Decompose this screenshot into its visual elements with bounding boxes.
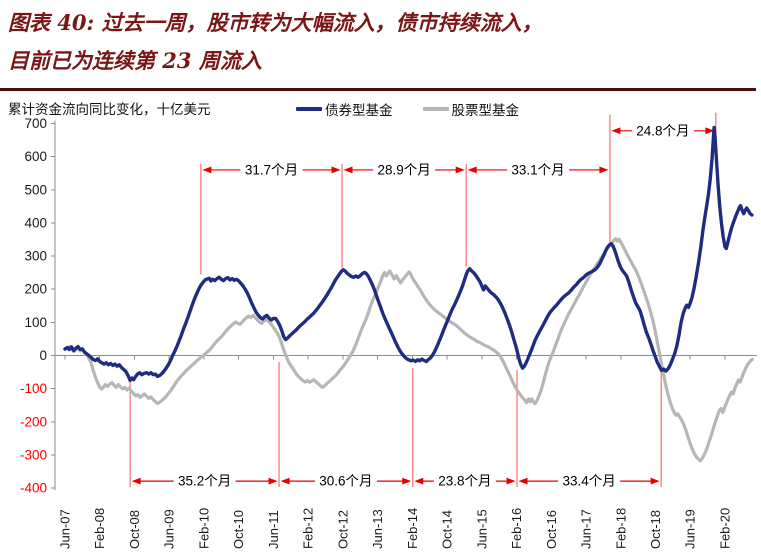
annotation-label: 24.8个月 xyxy=(636,123,689,138)
equity-line-swatch xyxy=(422,107,449,111)
title-separator-rule xyxy=(0,88,756,91)
y-tick-label: 100 xyxy=(24,315,47,330)
annotation-label-bg xyxy=(173,473,236,490)
legend-item-bond: 债券型基金 xyxy=(296,99,393,119)
arrow-head-left xyxy=(343,166,353,174)
annotation-label-bg xyxy=(373,161,436,178)
annotation-label: 33.4个月 xyxy=(562,474,615,489)
annotation-label: 35.2个月 xyxy=(178,474,231,489)
annotation-label-bg xyxy=(507,161,570,178)
x-tick-label: Jun-11 xyxy=(266,510,281,549)
y-tick-label: 600 xyxy=(24,149,47,164)
x-tick-label: Feb-16 xyxy=(509,508,524,549)
annotation-label-bg xyxy=(631,122,694,139)
figure-title: 图表 40: 过去一周，股市转为大幅流入，债市持续流入， 目前已为连续第 23 … xyxy=(8,4,758,80)
arrow-head-right xyxy=(506,477,516,485)
x-tick-label: Jun-07 xyxy=(58,509,73,549)
chart-legend: 债券型基金 股票型基金 xyxy=(296,99,519,119)
arrow-head-right xyxy=(268,477,278,485)
annotation-label: 31.7个月 xyxy=(245,162,298,177)
arrow-head-left xyxy=(202,166,212,174)
y-tick-label: 200 xyxy=(24,282,47,297)
arrow-head-right xyxy=(402,477,412,485)
arrow-head-left xyxy=(131,477,141,485)
arrow-head-left xyxy=(414,477,424,485)
y-tick-label: -100 xyxy=(20,381,47,396)
x-tick-label: Oct-14 xyxy=(440,510,455,549)
x-tick-label: Oct-12 xyxy=(335,510,350,549)
y-axis-unit-note: 累计资金流向同比变化，十亿美元 xyxy=(8,102,211,118)
x-tick-label: Feb-12 xyxy=(301,508,316,549)
arrow-head-left xyxy=(518,477,528,485)
x-tick-label: Jun-17 xyxy=(579,509,594,549)
legend-item-equity: 股票型基金 xyxy=(422,99,520,119)
arrow-head-right xyxy=(705,127,715,135)
x-tick-label: Jun-15 xyxy=(474,509,489,549)
annotation-label: 33.1个月 xyxy=(511,162,564,177)
y-tick-label: -300 xyxy=(20,447,47,462)
bond-fund-series-line xyxy=(63,125,754,383)
arrow-head-right xyxy=(331,166,341,174)
x-tick-label: Oct-18 xyxy=(648,510,663,549)
y-tick-label: 400 xyxy=(24,215,47,230)
x-tick-label: Oct-10 xyxy=(231,510,246,549)
arrow-head-left xyxy=(467,166,477,174)
annotation-label-bg xyxy=(240,161,303,178)
bond-line-swatch xyxy=(296,107,322,111)
arrow-head-left xyxy=(611,127,621,135)
arrow-head-right xyxy=(455,166,465,174)
annotation-label: 28.9个月 xyxy=(377,162,430,177)
x-tick-label: Feb-18 xyxy=(613,508,628,549)
x-tick-label: Oct-08 xyxy=(127,510,142,549)
x-tick-label: Jun-13 xyxy=(370,509,385,549)
y-tick-label: 500 xyxy=(24,182,47,197)
x-tick-label: Feb-14 xyxy=(405,508,420,549)
y-tick-label: 700 xyxy=(24,116,47,131)
y-tick-label: 300 xyxy=(24,249,47,264)
y-tick-label: -200 xyxy=(20,414,47,429)
x-tick-label: Oct-16 xyxy=(544,510,559,549)
annotation-label: 23.8个月 xyxy=(438,474,491,489)
figure-title-line1: 图表 40: 过去一周，股市转为大幅流入，债市持续流入， xyxy=(8,10,543,35)
x-tick-label: Jun-09 xyxy=(162,509,177,549)
arrow-head-right xyxy=(650,477,660,485)
arrow-head-left xyxy=(280,477,290,485)
arrow-head-right xyxy=(599,166,609,174)
annotation-label-bg xyxy=(433,473,496,490)
y-tick-label: 0 xyxy=(39,348,47,363)
x-tick-label: Feb-08 xyxy=(92,508,107,549)
legend-label-bond: 债券型基金 xyxy=(325,103,393,119)
equity-fund-series-line xyxy=(63,237,754,463)
x-tick-label: Feb-10 xyxy=(196,508,211,549)
x-tick-label: Feb-20 xyxy=(717,508,732,549)
x-tick-label: Jun-19 xyxy=(683,509,698,549)
annotation-label-bg xyxy=(314,473,377,490)
legend-label-equity: 股票型基金 xyxy=(451,103,520,119)
annotation-label-bg xyxy=(558,473,621,490)
y-tick-label: -400 xyxy=(20,481,47,496)
figure-title-line2: 目前已为连续第 23 周流入 xyxy=(8,48,262,73)
annotation-label: 30.6个月 xyxy=(319,474,372,489)
